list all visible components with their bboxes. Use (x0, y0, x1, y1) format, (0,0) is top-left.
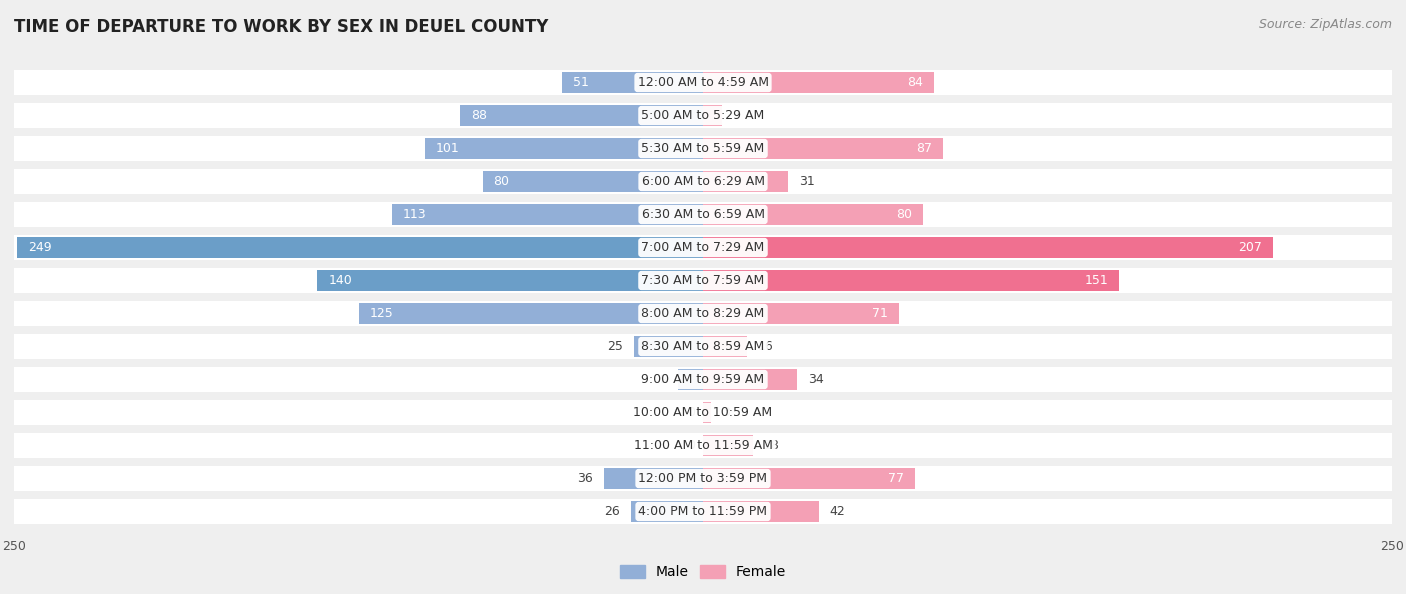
Text: 11:00 AM to 11:59 AM: 11:00 AM to 11:59 AM (634, 439, 772, 452)
Text: 51: 51 (574, 76, 589, 89)
FancyBboxPatch shape (0, 136, 1406, 161)
Text: 0: 0 (686, 439, 695, 452)
Text: 9: 9 (659, 373, 668, 386)
Bar (425, 138, 703, 159)
FancyBboxPatch shape (0, 334, 1406, 359)
FancyBboxPatch shape (0, 301, 1406, 326)
Text: 101: 101 (436, 142, 460, 155)
Text: 77: 77 (889, 472, 904, 485)
Bar (461, 105, 703, 126)
Text: TIME OF DEPARTURE TO WORK BY SEX IN DEUEL COUNTY: TIME OF DEPARTURE TO WORK BY SEX IN DEUE… (14, 18, 548, 36)
Text: 113: 113 (402, 208, 426, 221)
Text: 6:30 AM to 6:59 AM: 6:30 AM to 6:59 AM (641, 208, 765, 221)
Text: 12:00 AM to 4:59 AM: 12:00 AM to 4:59 AM (637, 76, 769, 89)
Bar (703, 270, 1119, 290)
Text: 3: 3 (723, 406, 730, 419)
Text: 7:00 AM to 7:29 AM: 7:00 AM to 7:29 AM (641, 241, 765, 254)
FancyBboxPatch shape (0, 433, 1406, 458)
Text: 87: 87 (915, 142, 932, 155)
Bar (703, 72, 935, 93)
Bar (318, 270, 703, 290)
Bar (17, 237, 703, 258)
Text: 31: 31 (800, 175, 815, 188)
Bar (703, 237, 1274, 258)
Bar (703, 304, 898, 324)
Bar (703, 468, 915, 489)
Text: 207: 207 (1239, 241, 1263, 254)
Text: 0: 0 (686, 406, 695, 419)
Text: 5:30 AM to 5:59 AM: 5:30 AM to 5:59 AM (641, 142, 765, 155)
Text: 80: 80 (897, 208, 912, 221)
FancyBboxPatch shape (0, 202, 1406, 227)
Text: 9:00 AM to 9:59 AM: 9:00 AM to 9:59 AM (641, 373, 765, 386)
Text: 125: 125 (370, 307, 394, 320)
Bar (562, 72, 703, 93)
Bar (703, 171, 789, 192)
Text: 36: 36 (576, 472, 593, 485)
Bar (678, 369, 703, 390)
Text: 42: 42 (830, 505, 845, 518)
Text: 10:00 AM to 10:59 AM: 10:00 AM to 10:59 AM (634, 406, 772, 419)
FancyBboxPatch shape (0, 466, 1406, 491)
Bar (631, 501, 703, 522)
Bar (482, 171, 703, 192)
Bar (359, 304, 703, 324)
Bar (703, 501, 818, 522)
Text: 25: 25 (607, 340, 623, 353)
Text: 5:00 AM to 5:29 AM: 5:00 AM to 5:29 AM (641, 109, 765, 122)
FancyBboxPatch shape (0, 235, 1406, 260)
Legend: Male, Female: Male, Female (614, 560, 792, 584)
Bar (703, 105, 723, 126)
Bar (703, 402, 711, 423)
Text: 34: 34 (807, 373, 824, 386)
Text: 26: 26 (605, 505, 620, 518)
Text: 18: 18 (763, 439, 779, 452)
Bar (703, 204, 924, 225)
Text: 151: 151 (1084, 274, 1108, 287)
FancyBboxPatch shape (0, 70, 1406, 95)
Text: 140: 140 (328, 274, 352, 287)
Text: 6:00 AM to 6:29 AM: 6:00 AM to 6:29 AM (641, 175, 765, 188)
FancyBboxPatch shape (0, 103, 1406, 128)
Bar (392, 204, 703, 225)
Text: 7: 7 (734, 109, 741, 122)
Bar (703, 138, 943, 159)
Text: 80: 80 (494, 175, 509, 188)
FancyBboxPatch shape (0, 169, 1406, 194)
Bar (703, 369, 797, 390)
Text: 4:00 PM to 11:59 PM: 4:00 PM to 11:59 PM (638, 505, 768, 518)
FancyBboxPatch shape (0, 499, 1406, 524)
Text: 12:00 PM to 3:59 PM: 12:00 PM to 3:59 PM (638, 472, 768, 485)
FancyBboxPatch shape (0, 400, 1406, 425)
Bar (634, 336, 703, 357)
Bar (703, 435, 752, 456)
Bar (603, 468, 703, 489)
Text: 8:00 AM to 8:29 AM: 8:00 AM to 8:29 AM (641, 307, 765, 320)
Text: 88: 88 (471, 109, 488, 122)
Text: 71: 71 (872, 307, 887, 320)
Text: 249: 249 (28, 241, 52, 254)
Text: 7:30 AM to 7:59 AM: 7:30 AM to 7:59 AM (641, 274, 765, 287)
Text: 8:30 AM to 8:59 AM: 8:30 AM to 8:59 AM (641, 340, 765, 353)
Text: 84: 84 (908, 76, 924, 89)
Text: Source: ZipAtlas.com: Source: ZipAtlas.com (1258, 18, 1392, 31)
FancyBboxPatch shape (0, 367, 1406, 392)
Bar (703, 336, 747, 357)
Text: 16: 16 (758, 340, 773, 353)
FancyBboxPatch shape (0, 268, 1406, 293)
